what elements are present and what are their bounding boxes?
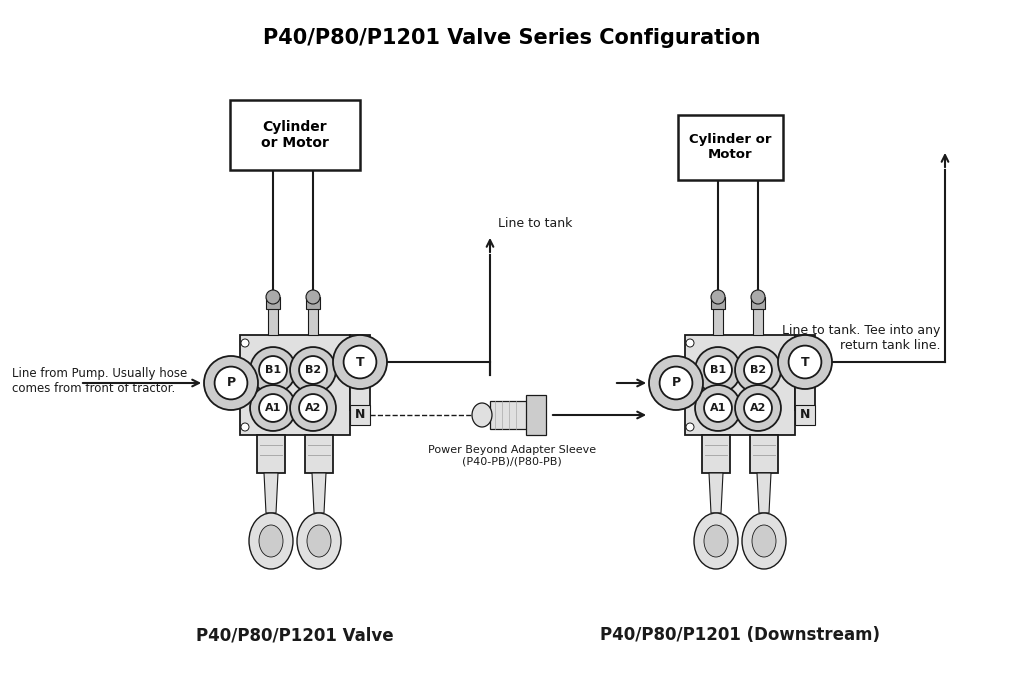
Bar bbox=[526, 395, 546, 435]
Text: N: N bbox=[800, 408, 810, 421]
Bar bbox=[350, 405, 370, 425]
Polygon shape bbox=[312, 473, 326, 513]
Circle shape bbox=[686, 339, 694, 347]
Text: Line to tank. Tee into any
return tank line.: Line to tank. Tee into any return tank l… bbox=[781, 324, 940, 352]
Text: N: N bbox=[354, 408, 366, 421]
Circle shape bbox=[705, 394, 732, 422]
Ellipse shape bbox=[472, 403, 492, 427]
Text: A2: A2 bbox=[305, 403, 322, 413]
Circle shape bbox=[259, 394, 287, 422]
Text: P40/P80/P1201 Valve Series Configuration: P40/P80/P1201 Valve Series Configuration bbox=[263, 28, 761, 48]
Bar bbox=[240, 335, 350, 435]
Text: T: T bbox=[355, 355, 365, 369]
Bar bbox=[667, 368, 685, 398]
Text: Cylinder or
Motor: Cylinder or Motor bbox=[689, 133, 772, 162]
Circle shape bbox=[333, 335, 387, 389]
Circle shape bbox=[695, 385, 741, 431]
Circle shape bbox=[299, 356, 327, 384]
Circle shape bbox=[751, 290, 765, 304]
Text: B2: B2 bbox=[305, 365, 322, 375]
Text: P40/P80/P1201 Valve: P40/P80/P1201 Valve bbox=[197, 626, 394, 644]
Text: A1: A1 bbox=[710, 403, 726, 413]
Circle shape bbox=[344, 346, 377, 378]
Circle shape bbox=[259, 356, 287, 384]
Circle shape bbox=[241, 423, 249, 431]
Bar bbox=[711, 297, 725, 309]
Bar bbox=[350, 335, 370, 410]
Text: A2: A2 bbox=[750, 403, 766, 413]
Text: A1: A1 bbox=[265, 403, 282, 413]
Bar bbox=[713, 307, 723, 335]
Ellipse shape bbox=[297, 513, 341, 569]
Text: P: P bbox=[672, 377, 681, 390]
Ellipse shape bbox=[694, 513, 738, 569]
Circle shape bbox=[778, 335, 831, 389]
Ellipse shape bbox=[705, 525, 728, 557]
Text: Power Beyond Adapter Sleeve
(P40-PB)/(P80-PB): Power Beyond Adapter Sleeve (P40-PB)/(P8… bbox=[428, 445, 596, 466]
Bar bbox=[795, 335, 815, 410]
Ellipse shape bbox=[752, 525, 776, 557]
Circle shape bbox=[695, 347, 741, 393]
Bar bbox=[222, 368, 240, 398]
Bar bbox=[795, 405, 815, 425]
Circle shape bbox=[705, 356, 732, 384]
Ellipse shape bbox=[259, 525, 283, 557]
Bar bbox=[305, 435, 333, 473]
Text: Line to tank: Line to tank bbox=[498, 217, 572, 230]
Circle shape bbox=[306, 290, 319, 304]
Text: B1: B1 bbox=[265, 365, 281, 375]
Ellipse shape bbox=[307, 525, 331, 557]
Polygon shape bbox=[757, 473, 771, 513]
Text: P40/P80/P1201 (Downstream): P40/P80/P1201 (Downstream) bbox=[600, 626, 880, 644]
Circle shape bbox=[250, 385, 296, 431]
Circle shape bbox=[290, 385, 336, 431]
Circle shape bbox=[204, 356, 258, 410]
Bar bbox=[490, 401, 534, 429]
Circle shape bbox=[744, 356, 772, 384]
Circle shape bbox=[266, 290, 280, 304]
Bar bbox=[257, 435, 285, 473]
Circle shape bbox=[241, 339, 249, 347]
Circle shape bbox=[744, 394, 772, 422]
Ellipse shape bbox=[742, 513, 786, 569]
Circle shape bbox=[735, 385, 781, 431]
Text: Line from Pump. Usually hose
comes from front of tractor.: Line from Pump. Usually hose comes from … bbox=[12, 367, 187, 395]
Bar bbox=[702, 435, 730, 473]
Circle shape bbox=[649, 356, 703, 410]
Circle shape bbox=[711, 290, 725, 304]
Bar bbox=[268, 307, 278, 335]
Polygon shape bbox=[264, 473, 278, 513]
Bar bbox=[750, 435, 778, 473]
Polygon shape bbox=[709, 473, 723, 513]
Text: Cylinder
or Motor: Cylinder or Motor bbox=[261, 120, 329, 150]
Text: P: P bbox=[226, 377, 236, 390]
Bar bbox=[685, 335, 795, 435]
Circle shape bbox=[290, 347, 336, 393]
Text: T: T bbox=[801, 355, 809, 369]
Circle shape bbox=[215, 367, 248, 400]
Bar bbox=[753, 307, 763, 335]
Text: B2: B2 bbox=[750, 365, 766, 375]
Bar bbox=[308, 307, 318, 335]
Bar bbox=[266, 297, 280, 309]
Bar bbox=[230, 100, 360, 170]
Bar bbox=[306, 297, 319, 309]
Ellipse shape bbox=[249, 513, 293, 569]
Circle shape bbox=[735, 347, 781, 393]
Circle shape bbox=[659, 367, 692, 400]
Bar bbox=[751, 297, 765, 309]
Circle shape bbox=[299, 394, 327, 422]
Circle shape bbox=[686, 423, 694, 431]
Circle shape bbox=[788, 346, 821, 378]
Circle shape bbox=[250, 347, 296, 393]
Text: B1: B1 bbox=[710, 365, 726, 375]
Bar bbox=[678, 115, 783, 180]
